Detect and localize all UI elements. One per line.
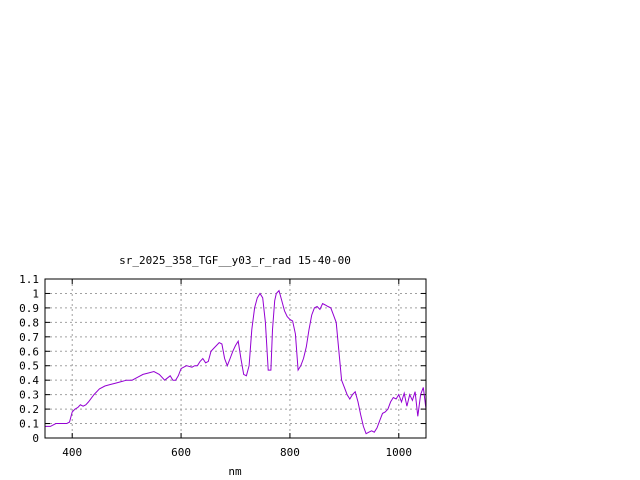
x-tick-label: 1000 (386, 446, 413, 459)
y-tick-label: 0.5 (19, 360, 39, 373)
y-tick-label: 0.4 (19, 374, 39, 387)
y-tick-label: 0.8 (19, 316, 39, 329)
x-tick-label: 800 (280, 446, 300, 459)
axis-ticks (45, 278, 426, 439)
series-line (45, 289, 427, 435)
tick-labels: 00.1 0.20.3 0.40.5 0.60.7 0.80.9 11.1 400 600 80… (19, 273, 412, 459)
y-tick-label: 0.1 (19, 418, 39, 431)
y-tick-label: 1.1 (19, 273, 39, 286)
y-tick-label: 0.7 (19, 331, 39, 344)
x-axis-label: nm (228, 465, 242, 478)
y-tick-label: 0 (32, 432, 39, 445)
chart-title: sr_2025_358_TGF__y03_r_rad 15-40-00 (119, 254, 351, 267)
grid-lines (45, 279, 426, 438)
y-tick-label: 0.6 (19, 345, 39, 358)
y-tick-label: 0.2 (19, 403, 39, 416)
series-layer (45, 289, 427, 435)
y-tick-label: 0.3 (19, 389, 39, 402)
x-tick-label: 600 (171, 446, 191, 459)
y-tick-label: 1 (32, 287, 39, 300)
plot-frame (44, 278, 427, 439)
y-tick-label: 0.9 (19, 302, 39, 315)
x-tick-label: 400 (62, 446, 82, 459)
